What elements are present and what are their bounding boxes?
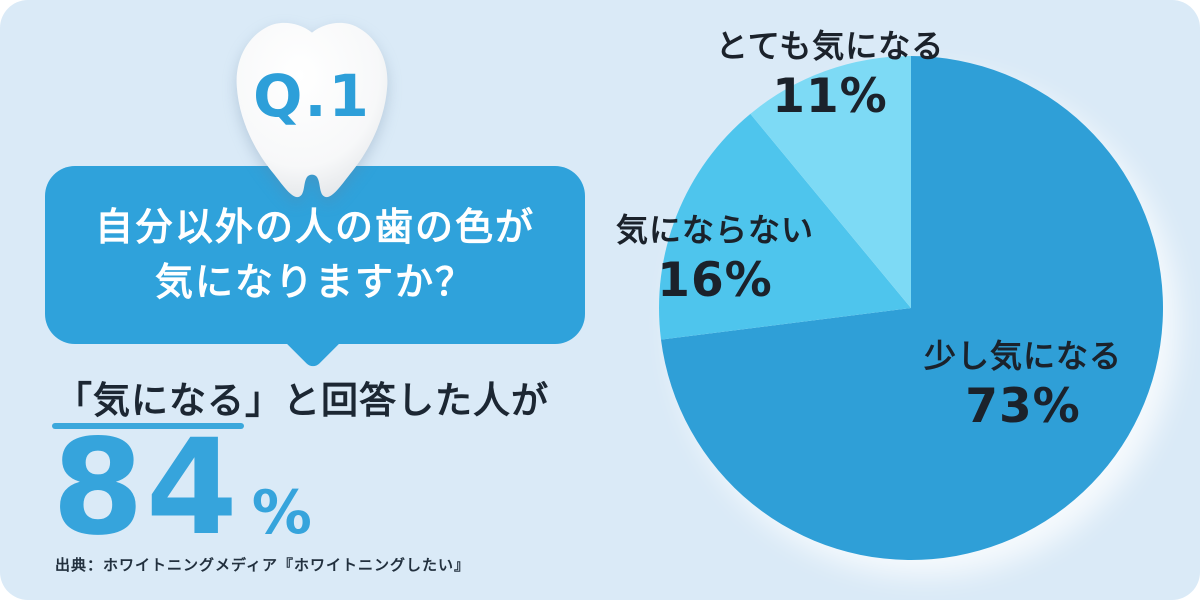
source-citation: 出典：ホワイトニングメディア『ホワイトニングしたい』	[55, 556, 470, 574]
slice-name: 少し気になる	[923, 337, 1122, 375]
slice-label-little-concerned: 少し気になる 73%	[903, 336, 1143, 436]
question-line-1: 自分以外の人の歯の色が	[94, 204, 535, 249]
answer-underline	[52, 423, 244, 429]
slice-percent: 16%	[657, 252, 773, 308]
slice-label-very-concerned: とても気になる 11%	[710, 26, 950, 126]
pie-chart	[659, 55, 1164, 560]
slice-name: 気にならない	[615, 211, 814, 249]
question-bubble: 自分以外の人の歯の色が 気になりますか？	[45, 166, 585, 344]
slice-name: とても気になる	[715, 27, 945, 65]
slice-label-not-concerned: 気にならない 16%	[595, 210, 835, 310]
question-number: Q.1	[253, 62, 371, 130]
slice-percent: 11%	[772, 68, 888, 124]
tooth-3d-icon	[236, 22, 388, 198]
pie-chart-svg	[659, 55, 1164, 560]
pie-slice-16pct	[659, 113, 911, 340]
pie-slice-11pct	[750, 56, 911, 308]
question-line-2: 気になりますか？	[154, 260, 475, 304]
pie-slice-73pct	[660, 55, 1164, 560]
answer-stat-value: 84	[52, 411, 240, 565]
answer-stat-unit: %	[251, 478, 312, 548]
slice-percent: 73%	[965, 378, 1081, 434]
tooth-badge: Q.1	[228, 18, 396, 206]
answer-stat: 84 %	[52, 411, 312, 565]
answer-lead-text: 「気になる」と回答した人が	[55, 379, 549, 422]
